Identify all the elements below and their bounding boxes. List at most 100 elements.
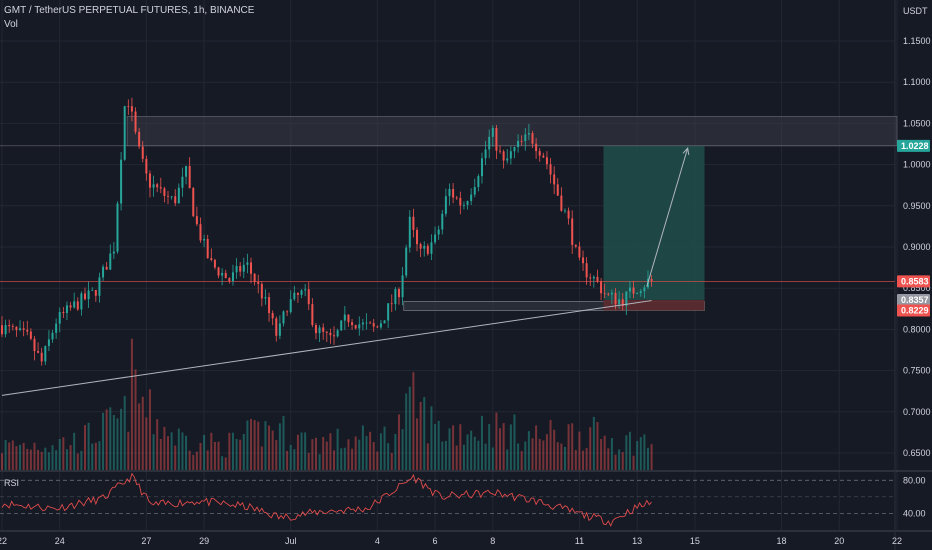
candle-body bbox=[480, 158, 483, 177]
volume-bar bbox=[188, 450, 191, 470]
volume-bar bbox=[80, 450, 83, 470]
currency-label[interactable]: USDT bbox=[903, 6, 928, 16]
candle-body bbox=[361, 322, 364, 325]
volume-bar bbox=[102, 412, 105, 470]
candle-body bbox=[470, 194, 473, 202]
volume-bar bbox=[441, 441, 444, 470]
candle-body bbox=[484, 149, 487, 159]
candle-body bbox=[376, 326, 379, 328]
candle-body bbox=[152, 184, 155, 188]
volume-indicator-label[interactable]: Vol bbox=[4, 19, 18, 30]
candle-body bbox=[116, 203, 119, 252]
volume-bar bbox=[596, 422, 599, 470]
volume-bar bbox=[94, 442, 97, 470]
volume-bar bbox=[563, 446, 566, 470]
volume-bar bbox=[221, 456, 224, 470]
rsi-indicator-label[interactable]: RSI bbox=[4, 478, 20, 488]
volume-bar bbox=[426, 443, 429, 470]
drawing-layer[interactable] bbox=[1, 147, 690, 396]
volume-bar bbox=[434, 424, 437, 470]
resistance-zone bbox=[126, 116, 898, 147]
volume-bar bbox=[253, 420, 256, 470]
candle-body bbox=[203, 238, 206, 241]
candle-body bbox=[397, 289, 400, 298]
candle-body bbox=[437, 229, 440, 235]
volume-bar bbox=[4, 439, 7, 470]
candle-body bbox=[163, 188, 166, 196]
time-axis-tick: 24 bbox=[55, 536, 65, 546]
candle-body bbox=[614, 292, 617, 305]
volume-bar bbox=[452, 425, 455, 470]
price-badge bbox=[897, 293, 930, 306]
symbol-title[interactable]: GMT / TetherUS PERPETUAL FUTURES, 1h, BI… bbox=[4, 5, 255, 16]
rsi-line bbox=[1, 472, 652, 527]
candle-body bbox=[509, 151, 512, 159]
candle-body bbox=[639, 291, 642, 294]
price-badge-label: 0.8583 bbox=[901, 276, 929, 286]
volume-bar bbox=[405, 393, 408, 470]
arrow-head-icon bbox=[682, 147, 690, 156]
candle-body bbox=[217, 267, 220, 276]
volume-bar bbox=[289, 444, 292, 470]
candle-body bbox=[632, 287, 635, 294]
candle-body bbox=[408, 216, 411, 248]
candle-body bbox=[37, 351, 40, 353]
candle-body bbox=[369, 322, 372, 324]
volume-bar bbox=[340, 448, 343, 470]
candle-body bbox=[29, 331, 32, 339]
volume-bar bbox=[228, 432, 231, 470]
volume-bar bbox=[585, 448, 588, 470]
candle-body bbox=[156, 184, 159, 188]
volume-bar bbox=[621, 452, 624, 470]
axis-layer[interactable]: 1.1500 1.1000 1.0500 1.0000 0.9500 0.9000 0.85… bbox=[0, 36, 931, 546]
price-axis-tick: 0.8000 bbox=[903, 324, 931, 334]
volume-bar bbox=[632, 455, 635, 470]
candle-body bbox=[549, 164, 552, 175]
volume-bar bbox=[408, 386, 411, 470]
volume-bar bbox=[26, 448, 29, 470]
candle-body bbox=[260, 283, 263, 299]
volume-bar bbox=[567, 424, 570, 470]
candle-body bbox=[365, 322, 368, 324]
volume-bar bbox=[488, 424, 491, 470]
price-axis-tick: 1.1500 bbox=[903, 36, 931, 46]
volume-bar bbox=[65, 449, 68, 470]
volume-bar bbox=[231, 432, 234, 470]
candle-body bbox=[582, 257, 585, 264]
volume-bar bbox=[11, 440, 14, 470]
volume-bar bbox=[531, 438, 534, 470]
volume-bar bbox=[213, 441, 216, 470]
price-axis-tick: 0.7500 bbox=[903, 366, 931, 376]
candle-body bbox=[268, 297, 271, 314]
time-axis-tick: 20 bbox=[834, 536, 844, 546]
candle-body bbox=[199, 224, 202, 241]
volume-bar bbox=[47, 452, 50, 470]
candle-body bbox=[98, 277, 101, 296]
volume-bar bbox=[307, 452, 310, 470]
volume-bar bbox=[524, 441, 527, 470]
candle-body bbox=[242, 264, 245, 272]
candle-body bbox=[325, 331, 328, 333]
price-badge-label: 0.8229 bbox=[901, 306, 929, 316]
candle-body bbox=[336, 330, 339, 337]
candle-body bbox=[452, 189, 455, 198]
candle-body bbox=[210, 258, 213, 260]
candle-body bbox=[84, 293, 87, 300]
candle-body bbox=[506, 158, 509, 161]
volume-bar bbox=[185, 435, 188, 470]
volume-bar bbox=[614, 454, 617, 470]
candle-body bbox=[224, 272, 227, 279]
volume-bar bbox=[44, 447, 47, 470]
volume-bar bbox=[123, 395, 126, 470]
candle-body bbox=[419, 244, 422, 249]
candle-body bbox=[329, 332, 332, 336]
candle-body bbox=[300, 290, 303, 295]
time-axis-tick: 13 bbox=[632, 536, 642, 546]
candle-body bbox=[250, 262, 253, 274]
candle-body bbox=[145, 158, 148, 174]
candle-body bbox=[19, 328, 22, 331]
candle-body bbox=[264, 297, 267, 299]
price-axis-tick: 0.6500 bbox=[903, 448, 931, 458]
